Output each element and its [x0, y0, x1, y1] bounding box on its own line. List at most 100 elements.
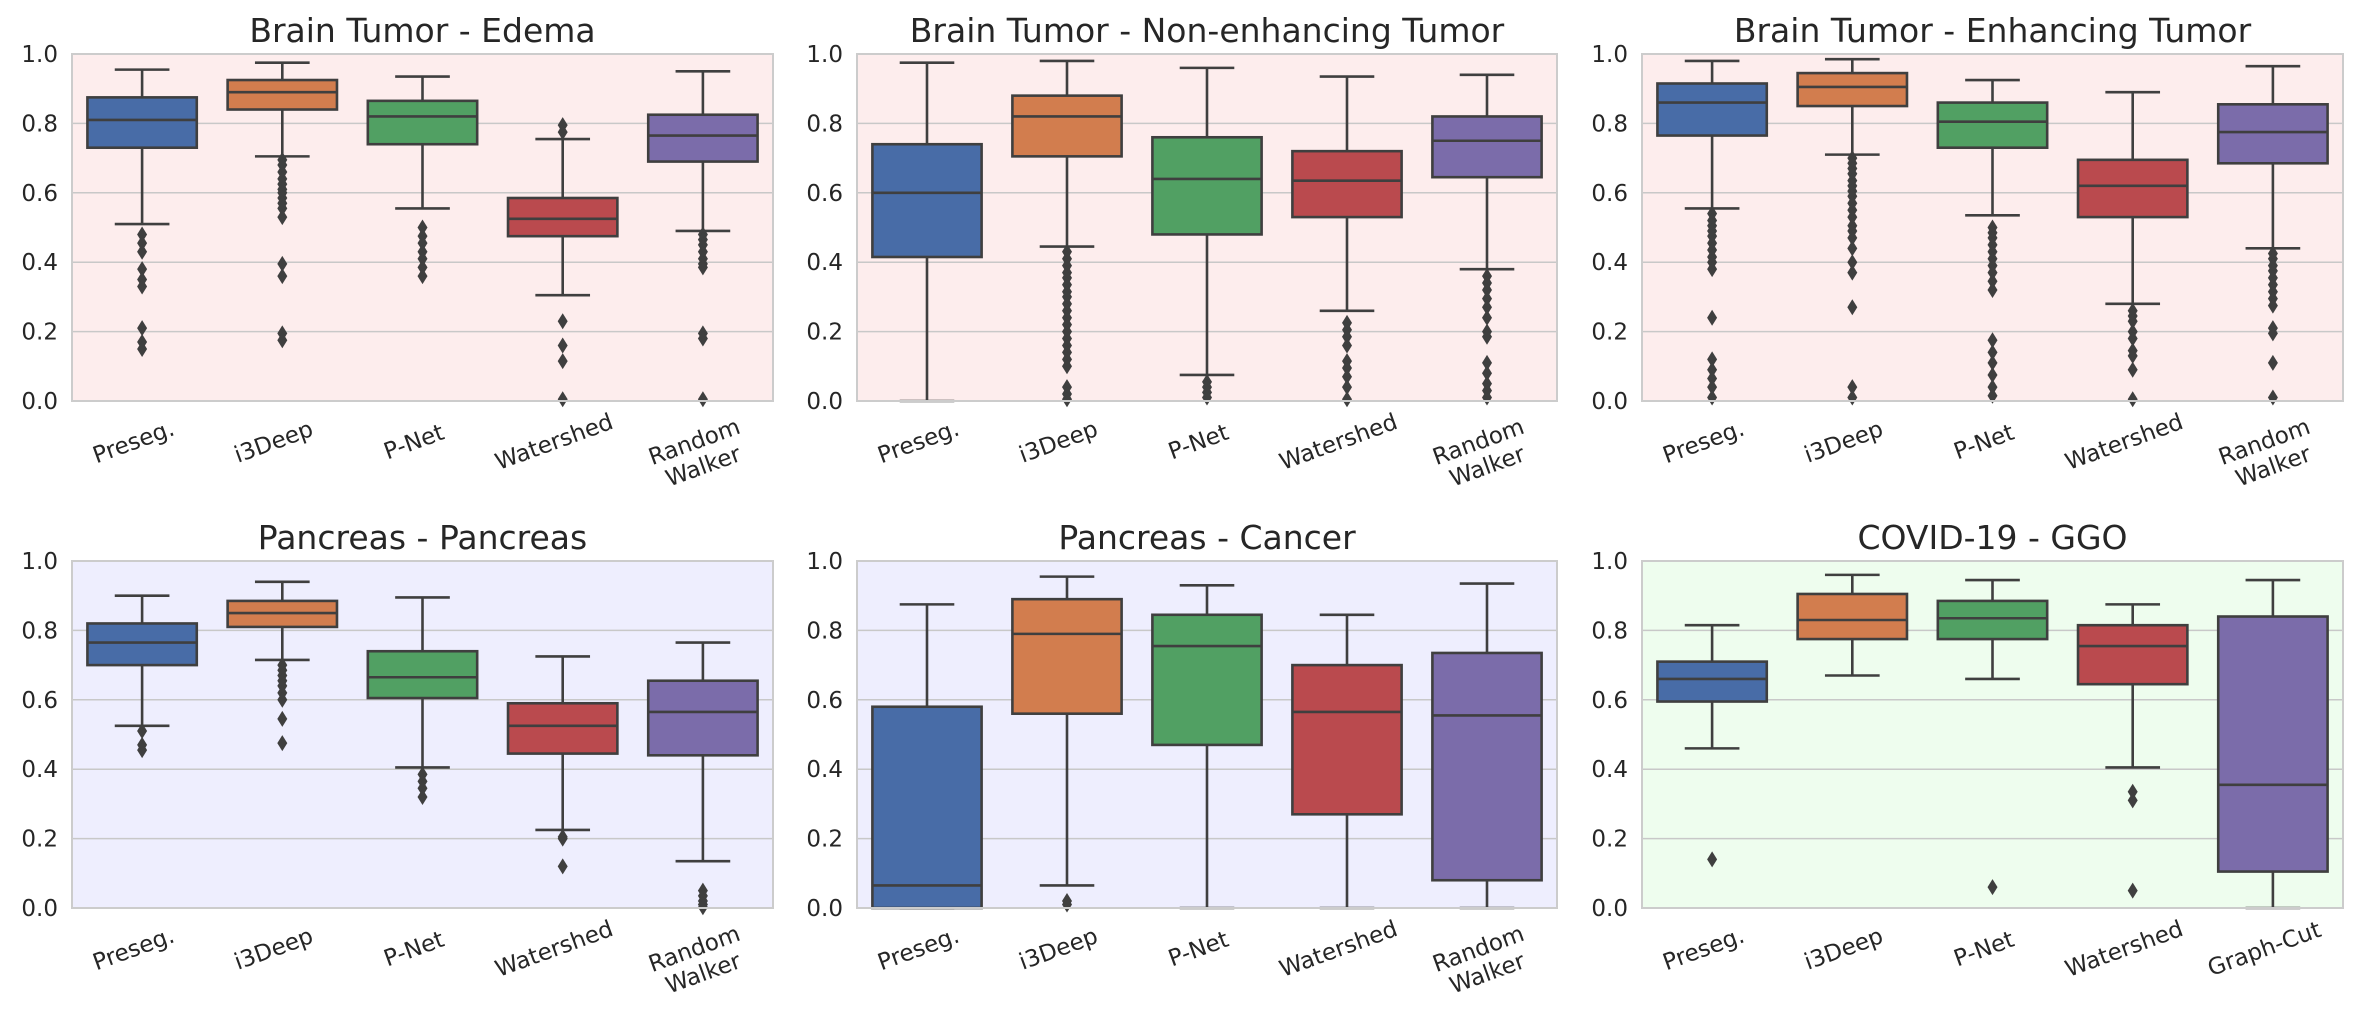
outlier-point	[1707, 361, 1718, 378]
x-tick-label: i3Deep	[231, 923, 317, 975]
x-tick-label: Watershed	[2062, 409, 2187, 476]
outlier-point	[557, 124, 568, 141]
y-tick-label: 1.0	[806, 42, 843, 68]
box-iqr	[506, 701, 619, 755]
outlier-point	[557, 337, 568, 354]
outlier-point	[1987, 344, 1998, 361]
outlier-point	[2127, 361, 2138, 378]
x-tick-label-line: Watershed	[492, 409, 617, 476]
box-iqr	[1011, 597, 1123, 715]
outlier-point	[2267, 297, 2278, 314]
box-4	[2076, 603, 2189, 899]
outlier-point	[1482, 290, 1492, 307]
x-tick-label: Watershed	[1276, 916, 1401, 983]
outlier-point	[1847, 254, 1858, 271]
outlier-point	[137, 742, 148, 759]
box-4	[506, 655, 619, 875]
x-tick-label-line: P-Net	[1165, 927, 1232, 973]
outlier-point	[1482, 281, 1492, 298]
x-tick-label-line: Preseg.	[874, 416, 962, 469]
x-tick-label: i3Deep	[1801, 923, 1887, 975]
box-2	[226, 580, 339, 752]
panel-1: 0.0 0.2 0.4 0.6 0.8 1.0 Brain Tumor - Edema Pre…	[21, 11, 774, 492]
outlier-point	[1342, 379, 1352, 396]
x-tick-label-line: Preseg.	[1659, 416, 1747, 469]
y-tick-label: 0.2	[21, 320, 58, 346]
y-tick-label: 1.0	[21, 549, 58, 575]
outlier-point	[137, 340, 148, 357]
plot-frame	[1641, 560, 2344, 909]
outlier-point	[137, 226, 148, 243]
y-tick-label: 0.0	[21, 389, 58, 415]
outlier-point	[1847, 240, 1858, 257]
x-tick-label: P-Net	[381, 927, 448, 973]
outlier-point	[417, 780, 428, 797]
box-iqr	[1936, 599, 2049, 641]
box-3	[366, 596, 479, 805]
outlier-point	[2127, 347, 2138, 364]
outlier-point	[2127, 330, 2138, 347]
x-tick-label: RandomWalker	[1429, 414, 1536, 495]
box-iqr	[226, 78, 339, 111]
x-tick-label-line: Preseg.	[89, 416, 177, 469]
y-tick-label: 0.6	[1591, 688, 1628, 714]
outlier-point	[277, 710, 288, 727]
chart-title: Brain Tumor - Non-enhancing Tumor	[910, 11, 1505, 50]
y-tick-label: 1.0	[1591, 549, 1628, 575]
outlier-point	[417, 268, 428, 285]
x-tick-label: Watershed	[2062, 916, 2187, 983]
box-iqr	[2076, 623, 2189, 686]
outlier-point	[1987, 354, 1998, 371]
box-5	[646, 641, 759, 916]
box-iqr	[871, 705, 983, 910]
outlier-point	[1707, 851, 1718, 868]
outlier-point	[1342, 337, 1352, 354]
x-tick-label-line: P-Net	[1951, 420, 2018, 466]
x-tick-label-line: P-Net	[1951, 927, 2018, 973]
box-iqr	[1011, 94, 1123, 158]
outlier-point	[277, 255, 288, 272]
panel-4: 0.0 0.2 0.4 0.6 0.8 1.0 Pancreas - Pancreas Pre…	[21, 518, 774, 999]
outlier-point	[557, 830, 568, 847]
outlier-point	[277, 268, 288, 285]
outlier-point	[1987, 379, 1998, 396]
outlier-point	[2267, 325, 2278, 342]
box-iqr	[1291, 663, 1403, 816]
outlier-point	[1987, 387, 1998, 404]
box-2	[1011, 59, 1123, 408]
box-iqr	[86, 96, 199, 149]
outlier-point	[1987, 366, 1998, 383]
x-tick-label: P-Net	[1951, 420, 2018, 466]
x-tick-label: i3Deep	[1016, 416, 1102, 468]
box-2	[1796, 573, 1909, 677]
y-tick-label: 0.6	[21, 181, 58, 207]
y-tick-label: 0.4	[806, 757, 843, 783]
y-tick-label: 0.0	[1591, 896, 1628, 922]
x-tick-label-line: i3Deep	[231, 923, 317, 975]
chart-title: Pancreas - Pancreas	[258, 518, 587, 557]
outlier-point	[1482, 299, 1492, 316]
y-tick-label: 0.2	[806, 320, 843, 346]
box-iqr	[1151, 135, 1263, 236]
box-iqr	[1431, 651, 1543, 882]
outlier-point	[1342, 360, 1352, 377]
y-tick-label: 0.4	[21, 757, 58, 783]
outlier-point	[277, 691, 288, 708]
box-1	[86, 594, 199, 759]
box-iqr	[1796, 71, 1909, 108]
box-2	[226, 61, 339, 349]
y-tick-label: 1.0	[806, 549, 843, 575]
outlier-point	[2127, 792, 2138, 809]
x-tick-label-line: Preseg.	[874, 923, 962, 976]
x-tick-label-line: Graph-Cut	[2204, 917, 2324, 982]
x-tick-label-line: Watershed	[492, 916, 617, 983]
x-tick-label-line: Preseg.	[89, 923, 177, 976]
outlier-point	[1707, 370, 1718, 387]
x-tick-label: Preseg.	[89, 416, 177, 469]
x-tick-label-line: Watershed	[1276, 916, 1401, 983]
box-1	[86, 68, 199, 357]
box-iqr	[646, 113, 759, 163]
x-tick-label-line: P-Net	[381, 420, 448, 466]
box-4	[1291, 613, 1403, 910]
box-1	[1656, 623, 1769, 868]
